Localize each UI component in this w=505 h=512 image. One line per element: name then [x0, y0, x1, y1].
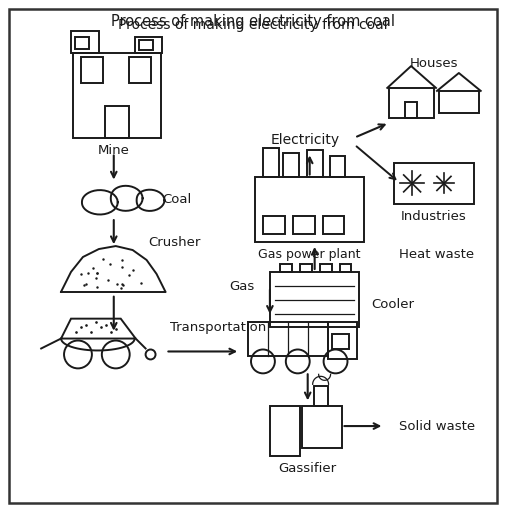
- Bar: [269, 272, 359, 327]
- Text: Solid waste: Solid waste: [398, 419, 474, 433]
- Bar: [313, 386, 327, 406]
- Bar: [331, 334, 349, 350]
- Bar: [388, 88, 433, 118]
- Bar: [319, 264, 331, 272]
- Bar: [292, 216, 314, 234]
- Text: Houses: Houses: [409, 56, 458, 70]
- Text: Crusher: Crusher: [148, 236, 200, 249]
- Bar: [339, 264, 351, 272]
- Bar: [263, 147, 278, 178]
- Bar: [299, 264, 311, 272]
- Bar: [269, 406, 299, 456]
- Text: Industries: Industries: [400, 210, 466, 223]
- Bar: [327, 322, 357, 359]
- Bar: [322, 216, 344, 234]
- Bar: [301, 406, 341, 448]
- Bar: [393, 162, 473, 204]
- Bar: [75, 37, 89, 49]
- Bar: [329, 156, 345, 178]
- Text: Transportation: Transportation: [170, 321, 266, 334]
- Bar: [81, 57, 103, 83]
- Bar: [247, 322, 327, 356]
- Text: Cooler: Cooler: [371, 298, 414, 311]
- Bar: [279, 264, 291, 272]
- Text: Gassifier: Gassifier: [278, 462, 336, 475]
- Bar: [71, 31, 98, 53]
- Bar: [138, 40, 152, 50]
- Bar: [128, 57, 150, 83]
- Bar: [306, 150, 322, 178]
- Bar: [255, 178, 364, 242]
- Text: Mine: Mine: [97, 144, 129, 157]
- Bar: [105, 106, 128, 138]
- Text: Gas: Gas: [229, 281, 255, 293]
- Text: Gas power plant: Gas power plant: [258, 247, 360, 261]
- Bar: [73, 53, 160, 138]
- Bar: [405, 102, 416, 118]
- Bar: [134, 37, 162, 53]
- Text: Coal: Coal: [162, 193, 191, 206]
- Bar: [438, 91, 478, 113]
- Bar: [282, 153, 298, 178]
- Text: Process of making electricity from coal: Process of making electricity from coal: [111, 14, 394, 29]
- Bar: [263, 216, 284, 234]
- Text: Electricity: Electricity: [270, 133, 339, 146]
- Text: Process of making electricity from coal: Process of making electricity from coal: [118, 18, 387, 32]
- Text: Heat waste: Heat waste: [398, 247, 473, 261]
